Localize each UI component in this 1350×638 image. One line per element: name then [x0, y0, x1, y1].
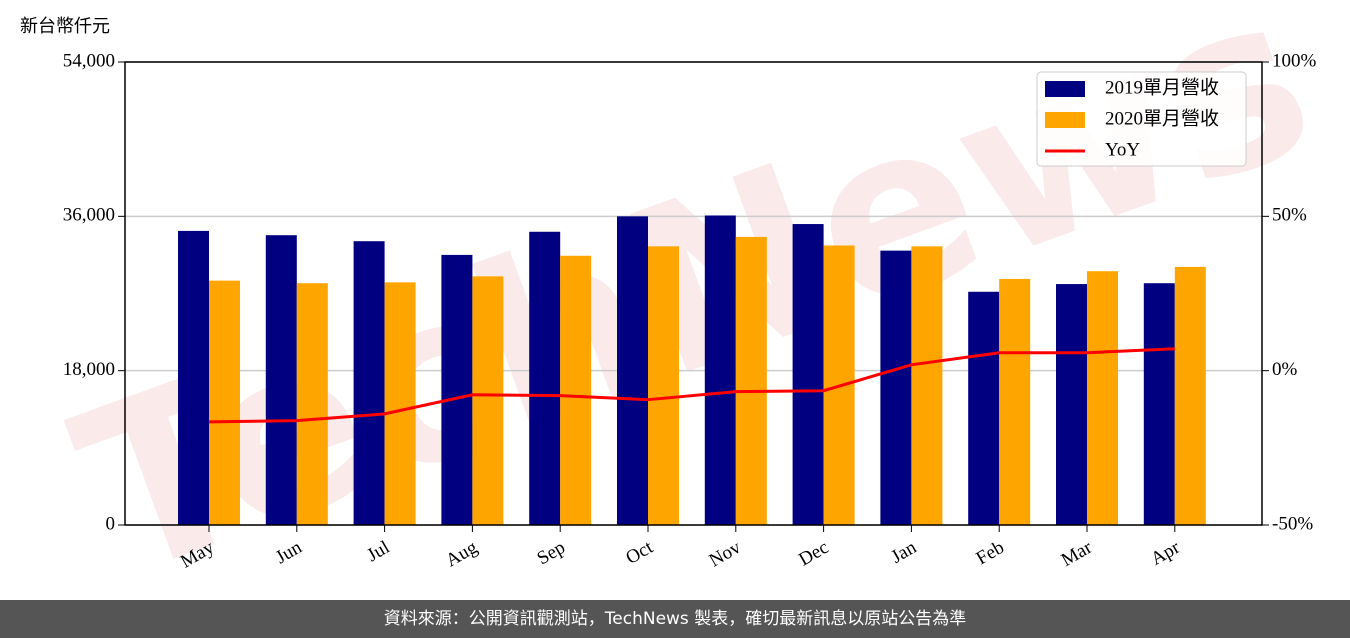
bar	[529, 231, 561, 525]
bar	[968, 291, 1000, 525]
bar	[1143, 283, 1175, 525]
bar	[178, 230, 209, 526]
y-tick-label: 54,000	[63, 50, 115, 71]
x-tick-label: Aug	[442, 537, 481, 572]
x-tick-label: Nov	[706, 537, 745, 572]
line	[208, 347, 1175, 424]
bar	[1056, 284, 1087, 525]
source: 資料來源：公開資訊觀測站，TechNews 製表，確切最新訊息以原站公告為準	[384, 609, 966, 629]
x-tick-label: Feb	[973, 537, 1008, 569]
legend-label: 2019單月營收	[1105, 76, 1219, 98]
x-tick-label: Oct	[622, 537, 657, 569]
bar	[296, 283, 328, 525]
footer-bar	[0, 600, 1350, 638]
x-tick-label: Sep	[534, 537, 569, 569]
bar	[911, 246, 943, 525]
bar	[792, 224, 824, 526]
x-tick-label: Jan	[888, 537, 921, 568]
legend-label: 2020單月營收	[1105, 107, 1219, 129]
bar	[1174, 266, 1206, 525]
legend-box	[1036, 71, 1247, 167]
y-axis-label: 新台幣仟元	[20, 16, 110, 37]
bar	[880, 250, 912, 525]
bar	[735, 236, 767, 525]
bar	[617, 216, 648, 526]
bar	[472, 276, 504, 525]
y2-tick-label: -50%	[1272, 513, 1313, 534]
y-tick-label: 36,000	[63, 205, 115, 226]
x-tick-label: Mar	[1058, 537, 1096, 571]
x-tick-label: Apr	[1147, 537, 1184, 570]
legend-swatch	[1045, 112, 1085, 128]
bar	[353, 241, 385, 525]
legend-label: YoY	[1105, 139, 1140, 160]
bar	[209, 280, 240, 525]
y2-tick-label: 0%	[1272, 359, 1298, 380]
bar	[265, 235, 297, 525]
y2-tick-label: 100%	[1272, 50, 1317, 71]
plot-frame	[124, 61, 1263, 526]
bar	[704, 215, 736, 525]
bar	[648, 246, 679, 525]
legend-swatch	[1045, 81, 1085, 97]
bar	[999, 278, 1031, 525]
y2-tick-label: 50%	[1272, 205, 1307, 226]
bar	[1087, 271, 1118, 525]
y-tick-label: 0	[106, 513, 116, 534]
bar	[441, 254, 473, 525]
bar	[560, 255, 592, 525]
y-tick-label: 18,000	[63, 359, 115, 380]
x-tick-label: Dec	[795, 537, 832, 570]
bar	[384, 282, 416, 525]
